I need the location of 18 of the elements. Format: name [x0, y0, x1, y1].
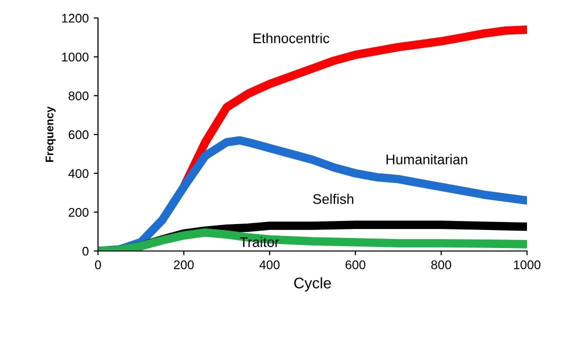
y-tick-label: 1000 — [62, 52, 88, 62]
x-tick-label: 0 — [95, 260, 101, 270]
y-tick-label: 400 — [68, 169, 88, 178]
series-label: Selfish — [313, 194, 354, 204]
x-tick-label: 1000 — [514, 260, 540, 270]
x-tick-label: 800 — [431, 260, 452, 270]
y-tick-label: 200 — [68, 208, 88, 217]
series-label: Ethnocentric — [254, 33, 330, 44]
y-tick-label: 800 — [68, 91, 88, 100]
x-axis-title: Cycle — [294, 277, 331, 292]
x-tick-label: 400 — [259, 260, 280, 270]
y-tick-label: 1200 — [62, 14, 88, 23]
x-tick-label: 200 — [174, 260, 194, 270]
y-tick-label: 0 — [82, 246, 88, 256]
series-label: Humanitarian — [386, 154, 468, 164]
y-axis-title: Frequency — [46, 106, 56, 162]
y-tick-label: 600 — [68, 130, 88, 140]
x-tick-label: 600 — [346, 260, 366, 270]
